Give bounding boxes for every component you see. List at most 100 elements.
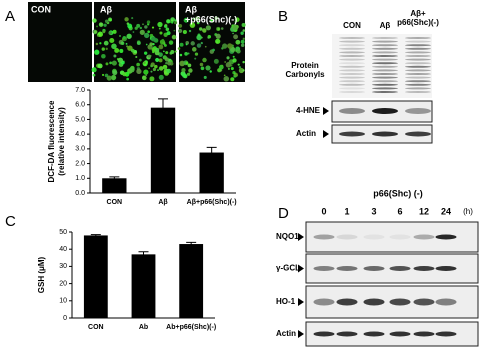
image-label: +p66(Shc)(-) xyxy=(185,14,237,24)
cell-signal xyxy=(166,62,168,65)
blot-band xyxy=(339,51,365,54)
x-tick-label: Aβ xyxy=(158,199,168,206)
blot-band xyxy=(413,298,435,306)
y-axis-label: GSH (μM) xyxy=(37,256,46,293)
cell-signal xyxy=(126,33,132,39)
row-label: Actin xyxy=(276,329,296,338)
cell-signal xyxy=(232,24,238,31)
cell-signal xyxy=(241,22,246,28)
bar xyxy=(199,152,224,193)
cell-signal xyxy=(142,23,144,26)
blot-band xyxy=(372,58,398,61)
cell-signal xyxy=(131,17,134,20)
error-bar xyxy=(109,176,120,180)
row-label: NQO1 xyxy=(276,232,299,241)
cell-signal xyxy=(171,34,177,40)
cell-signal xyxy=(149,33,154,38)
cell-signal xyxy=(236,49,241,54)
cell-signal xyxy=(164,57,170,62)
cell-signal xyxy=(191,47,197,52)
cell-signal xyxy=(242,29,246,32)
cell-signal xyxy=(101,53,106,59)
cell-signal xyxy=(105,47,108,51)
blot-band xyxy=(389,234,411,240)
cell-signal xyxy=(103,40,109,46)
blot-band xyxy=(372,40,398,43)
cell-signal xyxy=(199,62,204,67)
blot-band xyxy=(372,65,398,68)
cell-signal xyxy=(232,58,237,63)
blot-band xyxy=(405,76,431,79)
blot-band xyxy=(372,83,398,86)
cell-signal xyxy=(182,29,187,35)
cell-signal xyxy=(213,58,219,64)
blot-band xyxy=(363,266,385,271)
y-tick-label: 1.0 xyxy=(75,175,85,182)
cell-signal xyxy=(240,39,245,44)
cell-signal xyxy=(221,64,224,67)
cell-signal xyxy=(230,77,235,82)
time-label: 6 xyxy=(397,206,402,216)
blot-band xyxy=(405,62,431,65)
blot-band xyxy=(339,55,365,57)
blot-band xyxy=(339,69,365,72)
column-label: CON xyxy=(343,21,361,30)
bar xyxy=(102,178,127,193)
y-tick-label: 0 xyxy=(63,315,67,322)
cell-signal xyxy=(194,52,199,56)
cell-signal xyxy=(144,25,148,29)
cell-signal xyxy=(177,47,181,50)
y-tick-label: 7.0 xyxy=(75,87,85,94)
time-label: 1 xyxy=(344,206,349,216)
image-label: CON xyxy=(31,4,51,14)
cell-signal xyxy=(166,31,171,36)
time-label: 3 xyxy=(371,206,376,216)
cell-signal xyxy=(232,32,234,35)
blot-band xyxy=(372,131,398,137)
cell-signal xyxy=(223,76,230,82)
blot-band xyxy=(372,69,398,72)
blot-band xyxy=(336,266,358,271)
cell-signal xyxy=(178,28,183,33)
blot-band xyxy=(372,87,398,90)
blot-band xyxy=(435,331,457,337)
cell-signal xyxy=(103,23,107,27)
blot-band xyxy=(413,266,435,271)
row-label: Carbonyls xyxy=(285,70,325,79)
cell-signal xyxy=(114,47,120,53)
cell-signal xyxy=(143,32,150,39)
cell-signal xyxy=(151,47,156,52)
cell-signal xyxy=(101,73,105,77)
cell-signal xyxy=(136,41,141,46)
cell-signal xyxy=(242,69,245,72)
cell-signal xyxy=(109,18,112,22)
cell-signal xyxy=(205,65,211,71)
cell-signal xyxy=(144,64,147,66)
blot-band xyxy=(372,73,398,75)
cell-signal xyxy=(163,67,167,70)
column-label: Aβ xyxy=(380,21,391,30)
cell-signal xyxy=(112,70,118,76)
blot-band xyxy=(389,266,411,271)
cell-signal xyxy=(146,20,151,24)
blot-band xyxy=(339,58,365,61)
blot-band xyxy=(339,44,365,47)
cell-signal xyxy=(105,62,109,66)
cell-signal xyxy=(158,67,161,70)
blot-band xyxy=(372,62,398,65)
cell-signal xyxy=(187,52,190,55)
cell-signal xyxy=(212,48,215,52)
arrow xyxy=(298,298,304,306)
cell-signal xyxy=(234,20,237,23)
blot-band xyxy=(372,51,398,54)
blot-band xyxy=(336,331,358,337)
cell-signal xyxy=(207,36,210,39)
blot-band xyxy=(336,234,358,240)
cell-signal xyxy=(179,42,184,47)
cell-signal xyxy=(174,50,177,53)
cell-signal xyxy=(173,29,176,32)
cell-signal xyxy=(149,42,153,46)
cell-signal xyxy=(152,67,157,72)
blot-band xyxy=(405,83,431,86)
cell-signal xyxy=(200,41,203,45)
